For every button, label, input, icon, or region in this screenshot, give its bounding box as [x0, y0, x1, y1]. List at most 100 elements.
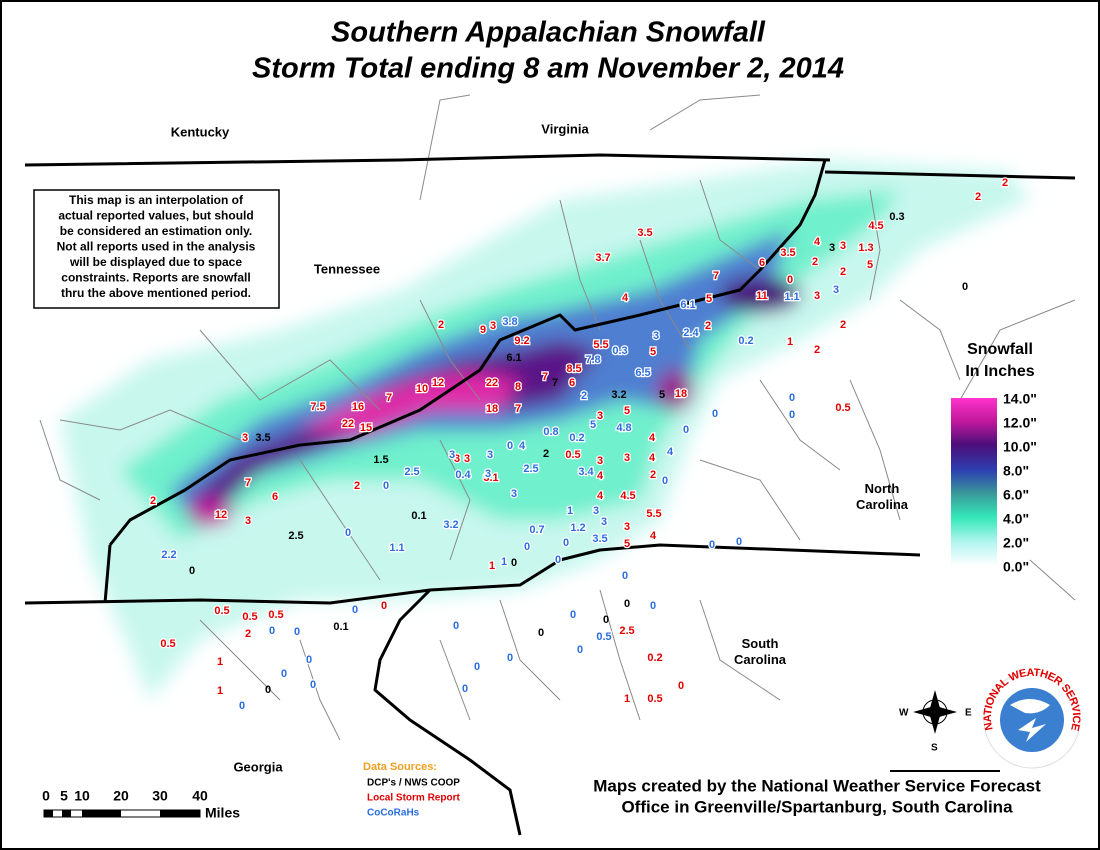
report-cocorahs: 0.2	[738, 335, 753, 347]
source-item: CoCoRaHs	[367, 808, 420, 819]
report-cocorahs: 0	[462, 683, 468, 695]
report-lsr: 0.5	[242, 611, 257, 623]
report-lsr: 3	[814, 290, 820, 302]
report-cocorahs: 0	[269, 625, 275, 637]
report-cocorahs: 3.5	[592, 533, 607, 545]
report-cocorahs: 2.5	[404, 466, 419, 478]
scale-tick: 10	[74, 788, 90, 804]
report-lsr: 6	[569, 377, 575, 389]
report-lsr: 3	[597, 410, 603, 422]
report-lsr: 2	[814, 344, 820, 356]
report-cocorahs: 0	[577, 644, 583, 656]
disclaimer-line: thru the above mentioned period.	[61, 286, 251, 300]
legend-tick: 2.0"	[1003, 535, 1029, 551]
report-coop: 6.1	[506, 352, 521, 364]
report-lsr: 4	[622, 292, 629, 304]
scale-tick: 30	[152, 788, 168, 804]
compass-letter: W	[899, 708, 909, 719]
report-lsr: 5	[624, 538, 630, 550]
report-coop: 0	[189, 565, 195, 577]
report-cocorahs: 0.4	[455, 469, 471, 481]
report-lsr: 0.5	[647, 693, 662, 705]
report-cocorahs: 7.8	[585, 354, 600, 366]
report-coop: 3.5	[255, 432, 270, 444]
report-cocorahs: 3	[485, 468, 491, 480]
report-lsr: 3	[454, 453, 460, 465]
report-lsr: 3	[624, 521, 630, 533]
report-cocorahs: 0	[736, 536, 742, 548]
report-lsr: 0.5	[160, 638, 175, 650]
report-lsr: 1	[624, 693, 630, 705]
legend-tick: 8.0"	[1003, 463, 1029, 479]
disclaimer-line: This map is an interpolation of	[69, 193, 244, 207]
report-cocorahs: 0	[310, 679, 316, 691]
state-label: North Carolina	[856, 481, 909, 512]
report-lsr: 3.5	[637, 227, 652, 239]
state-label: Kentucky	[171, 124, 230, 139]
report-coop: 0	[603, 614, 609, 626]
report-lsr: 4	[814, 236, 821, 248]
legend-tick: 12.0"	[1003, 415, 1037, 431]
report-lsr: 2	[1002, 177, 1008, 189]
report-cocorahs: 0	[239, 700, 245, 712]
report-cocorahs: 0	[789, 409, 795, 421]
scale-tick: 0	[42, 788, 50, 804]
report-cocorahs: 0	[555, 554, 561, 566]
legend-tick: 0.0"	[1003, 559, 1029, 575]
report-lsr: 7	[515, 403, 521, 415]
report-coop: 0.1	[333, 621, 348, 633]
title-line: Southern Appalachian Snowfall	[331, 17, 766, 49]
report-lsr: 18	[675, 388, 687, 400]
source-item: Local Storm Report	[367, 793, 460, 804]
report-lsr: 2	[975, 191, 981, 203]
disclaimer-box	[33, 189, 280, 309]
report-lsr: 18	[486, 403, 498, 415]
report-cocorahs: 0	[306, 654, 312, 666]
report-cocorahs: 4	[667, 446, 674, 458]
report-lsr: 4.5	[868, 220, 883, 232]
state-label: Virginia	[541, 121, 589, 136]
report-cocorahs: 3	[593, 505, 599, 517]
report-lsr: 3	[245, 515, 251, 527]
report-lsr: 7	[245, 477, 251, 489]
report-lsr: 7	[713, 270, 719, 282]
credit-line: Maps created by the National Weather Ser…	[593, 776, 1041, 795]
report-cocorahs: 0.5	[596, 631, 611, 643]
report-lsr: 3	[840, 240, 846, 252]
snow-field	[60, 160, 1030, 700]
report-lsr: 5	[650, 346, 656, 358]
report-lsr: 22	[342, 418, 354, 430]
report-lsr: 15	[360, 422, 372, 434]
report-lsr: 0.5	[214, 605, 229, 617]
sources-title: Data Sources:	[363, 761, 437, 773]
report-lsr: 0.2	[647, 652, 662, 664]
report-cocorahs: 0	[294, 626, 300, 638]
report-cocorahs: 6.1	[680, 299, 695, 311]
report-lsr: 7	[542, 371, 548, 383]
report-cocorahs: 0.2	[569, 432, 584, 444]
credit-line: Office in Greenville/Spartanburg, South …	[621, 797, 1013, 816]
report-cocorahs: 0	[650, 600, 656, 612]
report-lsr: 11	[756, 290, 768, 302]
report-cocorahs: 0	[352, 604, 358, 616]
report-lsr: 12	[432, 377, 444, 389]
report-cocorahs: 2	[581, 390, 587, 402]
report-cocorahs: 4	[519, 440, 526, 452]
report-cocorahs: 0	[563, 537, 569, 549]
report-cocorahs: 0.3	[612, 345, 627, 357]
source-item: DCP's / NWS COOP	[367, 778, 460, 789]
report-lsr: 6	[759, 257, 765, 269]
disclaimer-line: constraints. Reports are snowfall	[61, 271, 250, 285]
scale-tick: 5	[60, 788, 68, 804]
report-lsr: 0.5	[268, 609, 283, 621]
report-lsr: 2	[840, 266, 846, 278]
report-coop: 7	[552, 377, 558, 389]
report-cocorahs: 0.8	[543, 426, 558, 438]
report-lsr: 2	[245, 628, 251, 640]
report-cocorahs: 0.7	[529, 524, 544, 536]
report-lsr: 2.5	[619, 625, 634, 637]
disclaimer-line: be considered an estimation only.	[60, 224, 253, 238]
report-cocorahs: 0	[683, 424, 689, 436]
report-cocorahs: 0	[507, 652, 513, 664]
compass-letter: E	[965, 708, 972, 719]
